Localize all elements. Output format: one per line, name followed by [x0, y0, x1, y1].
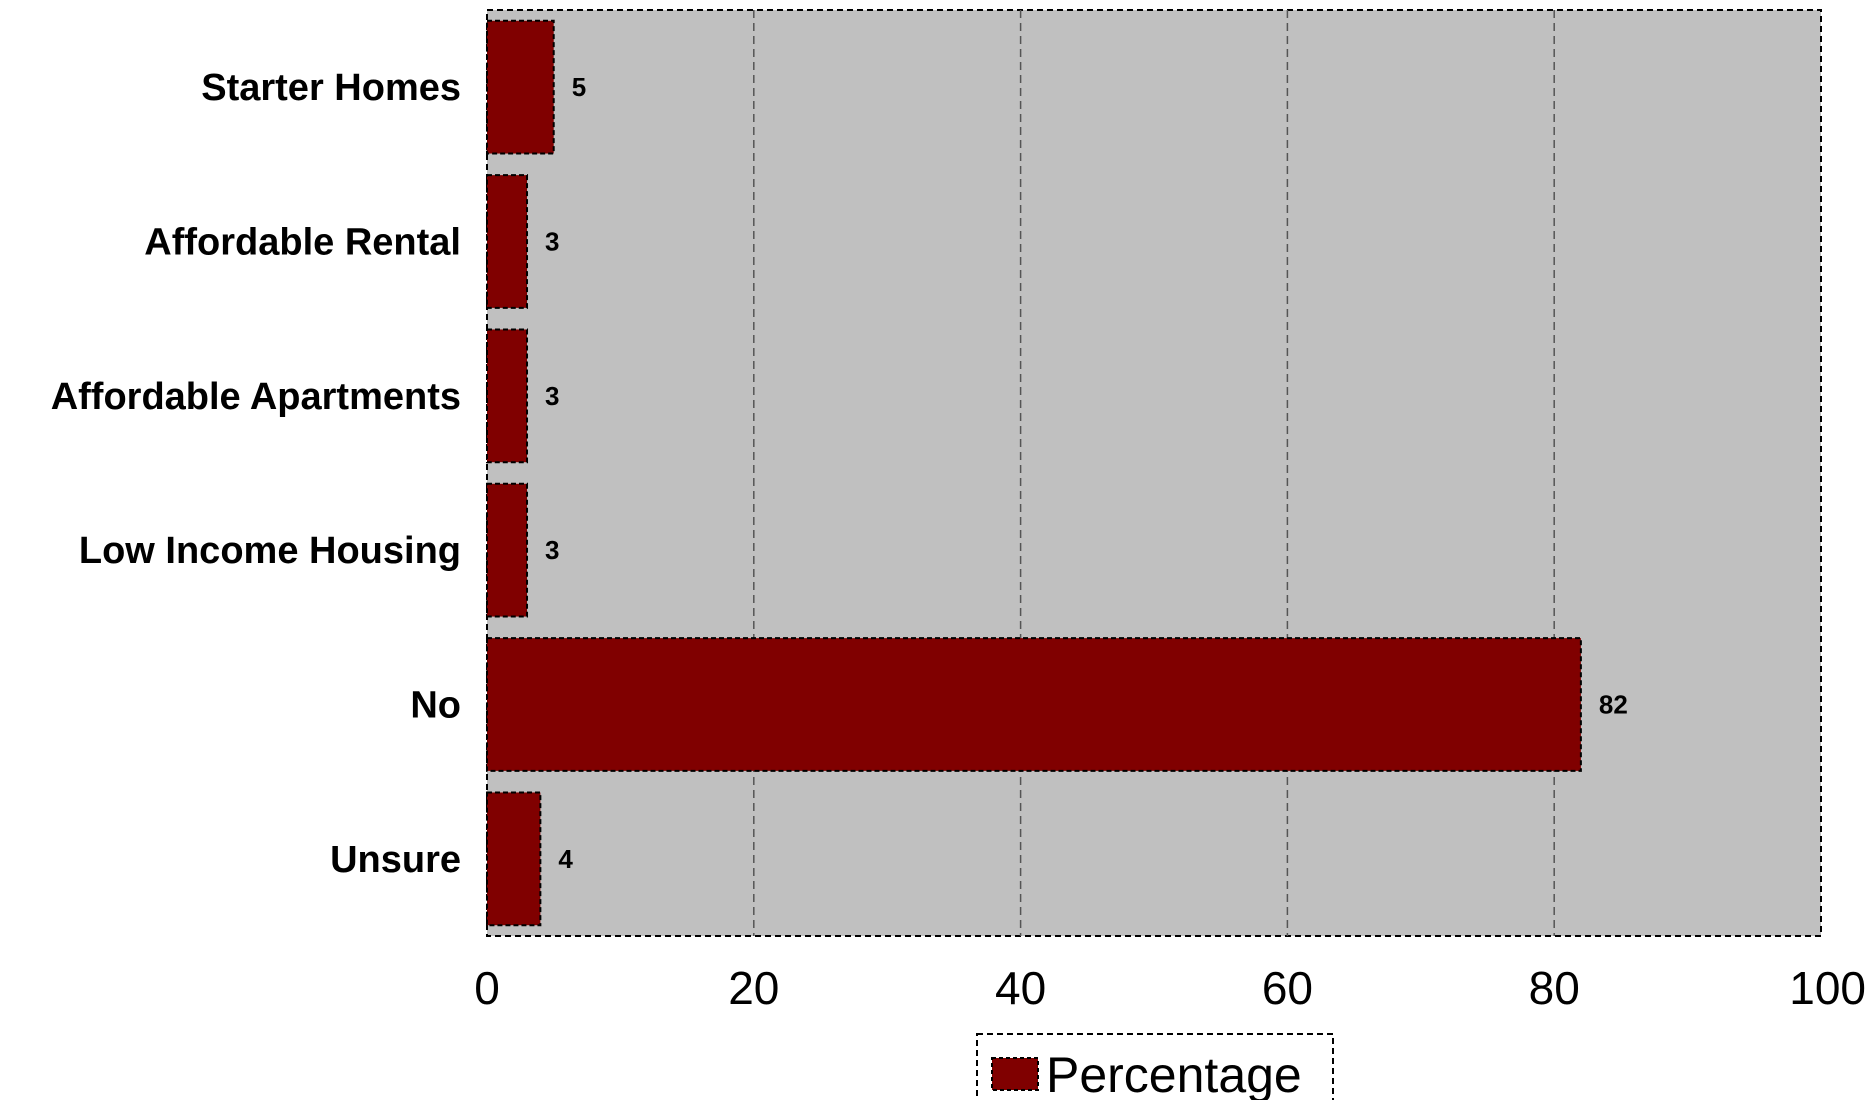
- x-tick-label: 20: [728, 962, 779, 1014]
- category-label: No: [410, 685, 461, 727]
- legend-label: Percentage: [1046, 1047, 1302, 1100]
- data-labels: 5 3 3 3 82 4: [545, 72, 1628, 874]
- x-tick-label: 80: [1529, 962, 1580, 1014]
- data-label: 82: [1599, 690, 1628, 720]
- category-labels: Starter Homes Affordable Rental Affordable…: [51, 67, 461, 881]
- bar: [486, 482, 529, 618]
- bar: [486, 19, 555, 155]
- data-label: 3: [545, 381, 559, 411]
- bar: [486, 637, 1582, 772]
- category-label: Unsure: [330, 839, 461, 881]
- grid-lines: [753, 10, 1555, 936]
- legend: Percentage: [976, 1033, 1334, 1100]
- data-label: 3: [545, 535, 559, 565]
- bars: [486, 19, 1582, 927]
- category-label: Starter Homes: [201, 67, 461, 109]
- x-axis-tick-labels: 0 20 40 60 80 100: [474, 962, 1866, 1014]
- category-label: Affordable Rental: [144, 222, 461, 264]
- bar: [486, 174, 529, 309]
- x-tick-label: 40: [995, 962, 1046, 1014]
- bar: [486, 328, 529, 464]
- data-label: 4: [558, 844, 573, 874]
- data-label: 5: [572, 72, 586, 102]
- bar: [486, 791, 542, 927]
- category-label: Low Income Housing: [79, 530, 461, 572]
- data-label: 3: [545, 227, 559, 257]
- legend-swatch: [991, 1057, 1039, 1091]
- x-tick-label: 100: [1789, 962, 1866, 1014]
- plot-area: [486, 9, 1822, 937]
- x-tick-label: 0: [474, 962, 500, 1014]
- category-label: Affordable Apartments: [51, 376, 461, 418]
- x-tick-label: 60: [1262, 962, 1313, 1014]
